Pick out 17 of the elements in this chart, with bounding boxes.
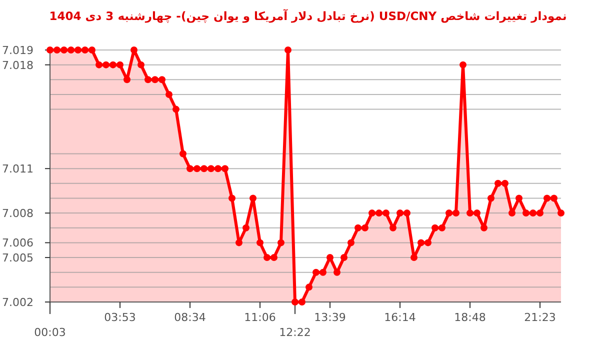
y-tick-label: 7.002	[2, 296, 34, 309]
x-tick-label: 13:39	[314, 311, 346, 324]
y-tick-label: 7.005	[2, 252, 34, 265]
x-tick-label: 11:06	[244, 311, 276, 324]
x-tick-label: 08:34	[174, 311, 206, 324]
y-tick-label: 7.019	[2, 44, 34, 57]
x-tick-label: 12:22	[279, 326, 311, 339]
x-tick-label: 03:53	[104, 311, 136, 324]
x-tick-label: 16:14	[384, 311, 416, 324]
chart-title: نمودار تغییرات شاخص USD/CNY (نرخ تبادل دلار آمریکا و یوان چین)- چهارشنبه 3 دی 1404	[49, 9, 567, 23]
y-tick-label: 7.008	[2, 207, 34, 220]
x-tick-label: 21:23	[524, 311, 556, 324]
y-tick-label: 7.011	[2, 162, 34, 176]
y-tick-label: 7.006	[2, 236, 34, 250]
x-tick-label: 00:03	[34, 326, 66, 339]
y-tick-label: 7.018	[2, 58, 34, 72]
x-tick-label: 18:48	[454, 311, 486, 324]
